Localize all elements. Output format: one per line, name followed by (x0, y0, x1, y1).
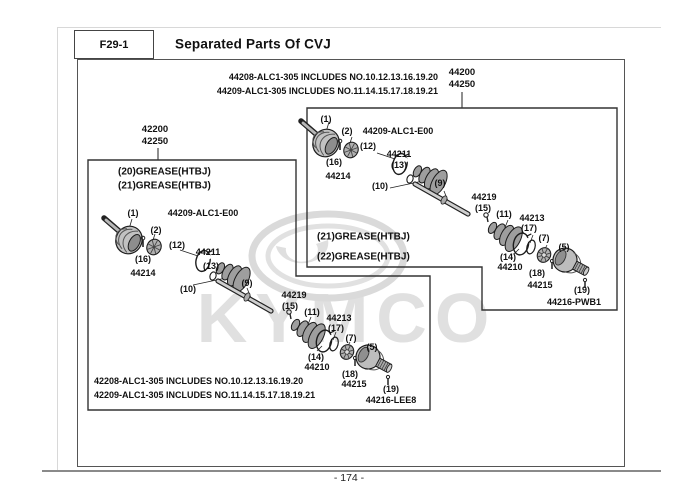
kymco-watermark-text: KYMCO (196, 279, 498, 357)
kymco-watermark-emblem (248, 210, 408, 302)
left-group-box (87, 159, 431, 411)
right-axle-assembly (301, 121, 594, 288)
left-axle-assembly (104, 218, 397, 385)
right-group-box (306, 107, 618, 311)
